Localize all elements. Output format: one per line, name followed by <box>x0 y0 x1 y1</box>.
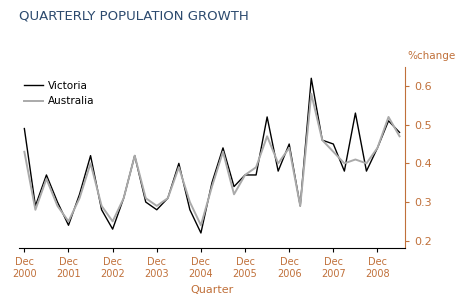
Victoria <box>231 185 237 188</box>
Australia <box>110 220 115 223</box>
Australia <box>121 196 127 200</box>
Australia <box>264 135 270 138</box>
Australia <box>154 204 160 208</box>
Victoria <box>143 200 148 204</box>
Legend: Victoria, Australia: Victoria, Australia <box>24 81 95 106</box>
Victoria <box>286 142 292 146</box>
X-axis label: Quarter: Quarter <box>190 285 234 295</box>
Australia <box>209 185 215 188</box>
Victoria <box>44 173 49 177</box>
Australia <box>341 161 347 165</box>
Victoria <box>187 208 193 211</box>
Victoria <box>242 173 248 177</box>
Australia <box>165 196 171 200</box>
Victoria <box>374 146 380 150</box>
Victoria <box>331 142 336 146</box>
Victoria <box>341 169 347 173</box>
Victoria <box>22 127 27 130</box>
Victoria <box>353 111 358 115</box>
Australia <box>386 115 391 119</box>
Victoria <box>198 231 204 235</box>
Australia <box>297 204 303 208</box>
Victoria <box>65 223 71 227</box>
Victoria <box>397 131 402 134</box>
Line: Victoria: Victoria <box>24 78 399 233</box>
Victoria <box>386 119 391 123</box>
Australia <box>331 150 336 154</box>
Australia <box>309 92 314 95</box>
Australia <box>397 135 402 138</box>
Victoria <box>220 146 226 150</box>
Australia <box>364 161 369 165</box>
Text: QUARTERLY POPULATION GROWTH: QUARTERLY POPULATION GROWTH <box>19 9 249 22</box>
Victoria <box>364 169 369 173</box>
Australia <box>253 165 259 169</box>
Victoria <box>297 204 303 208</box>
Australia <box>143 196 148 200</box>
Victoria <box>309 76 314 80</box>
Australia <box>353 158 358 161</box>
Australia <box>32 208 38 211</box>
Victoria <box>99 208 105 211</box>
Australia <box>99 204 105 208</box>
Victoria <box>209 181 215 185</box>
Victoria <box>132 154 138 158</box>
Australia <box>198 223 204 227</box>
Victoria <box>55 200 60 204</box>
Australia <box>231 192 237 196</box>
Victoria <box>110 227 115 231</box>
Victoria <box>121 196 127 200</box>
Australia <box>276 161 281 165</box>
Australia <box>88 161 93 165</box>
Australia <box>65 220 71 223</box>
Victoria <box>154 208 160 211</box>
Victoria <box>77 192 82 196</box>
Text: %change: %change <box>407 51 455 61</box>
Line: Australia: Australia <box>24 94 399 225</box>
Australia <box>374 146 380 150</box>
Australia <box>22 150 27 154</box>
Australia <box>242 173 248 177</box>
Victoria <box>88 154 93 158</box>
Australia <box>286 146 292 150</box>
Victoria <box>264 115 270 119</box>
Australia <box>319 138 325 142</box>
Australia <box>44 177 49 181</box>
Victoria <box>319 138 325 142</box>
Victoria <box>253 173 259 177</box>
Australia <box>187 200 193 204</box>
Australia <box>220 150 226 154</box>
Victoria <box>276 169 281 173</box>
Australia <box>132 154 138 158</box>
Victoria <box>165 196 171 200</box>
Australia <box>77 196 82 200</box>
Australia <box>176 165 182 169</box>
Australia <box>55 204 60 208</box>
Victoria <box>176 161 182 165</box>
Victoria <box>32 204 38 208</box>
